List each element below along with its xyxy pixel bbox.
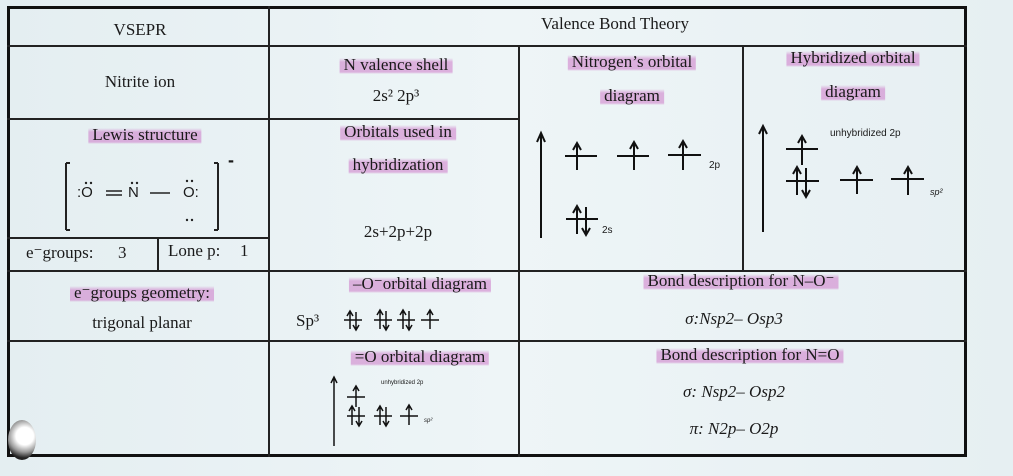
lewis-nitrogen: N [128,184,139,201]
lone-pairs-label: Lone p: [168,241,221,260]
molecule-name: Nitrite ion [104,72,176,91]
valence-shell-value: 2s² 2p³ [372,86,420,105]
binder-ring-icon [8,420,36,460]
hybrid-label: Hybridized orbital [786,48,920,68]
orbitals-used-value: 2s+2p+2p [363,222,433,241]
bond-single-label: Bond description for N–O⁻ [643,271,839,291]
o-double-sp2-label: sp² [424,418,433,424]
o-double-orbital-label: =O orbital diagram [350,347,490,367]
divider [7,45,967,47]
vbt-header: Valence Bond Theory [541,14,689,33]
hybrid-unhybridized-label: unhybridized 2p [830,128,901,139]
o-single-orbital-diagram [344,308,439,332]
divider [7,270,967,272]
lewis-right-oxygen: O: [183,184,199,201]
n-2p-label: 2p [709,160,721,171]
divider [157,237,159,270]
divider [7,118,519,120]
lewis-structure-drawing [65,162,219,231]
divider [742,45,744,270]
e-groups-label: e⁻groups: [26,243,94,262]
hybrid-sp2-label: sp² [930,187,943,197]
o-single-orbital-label: –O⁻orbital diagram [348,274,492,294]
hybrid-label-2: diagram [821,82,885,102]
geometry-value: trigonal planar [92,313,192,332]
orbitals-used-label-2: hybridization [348,155,448,175]
divider [518,45,520,457]
hybridized-orbital-diagram [758,123,924,232]
n-orbital-label: Nitrogen’s orbital [567,52,697,72]
bond-double-sigma: σ: Nsp2– Osp2 [683,382,785,401]
bond-double-label: Bond description for N=O [656,345,844,365]
bond-double-pi: π: N2p– O2p [689,419,779,438]
vsepr-header: VSEPR [113,20,167,39]
geometry-label: e⁻groups geometry: [70,283,214,303]
bond-single-sigma: σ:Nsp2– Osp3 [685,309,783,328]
divider [268,6,270,457]
n-orbital-label-2: diagram [600,86,664,106]
o-double-orbital-diagram [330,375,418,446]
n-2s-label: 2s [602,225,613,236]
nitrogen-orbital-diagram [536,130,701,238]
lewis-charge: - [228,150,234,170]
e-groups-value: 3 [118,243,127,262]
o-double-unhybridized-label: unhybridized 2p [381,380,424,386]
divider [7,340,967,342]
o-single-hybrid: Sp³ [296,311,320,330]
table-border [7,6,967,457]
divider [7,237,269,239]
lone-pairs-value: 1 [240,241,249,260]
lewis-label: Lewis structure [88,125,202,145]
orbitals-used-label: Orbitals used in [340,122,456,142]
valence-shell-label: N valence shell [339,55,453,75]
lewis-left-oxygen: :O [77,184,93,201]
